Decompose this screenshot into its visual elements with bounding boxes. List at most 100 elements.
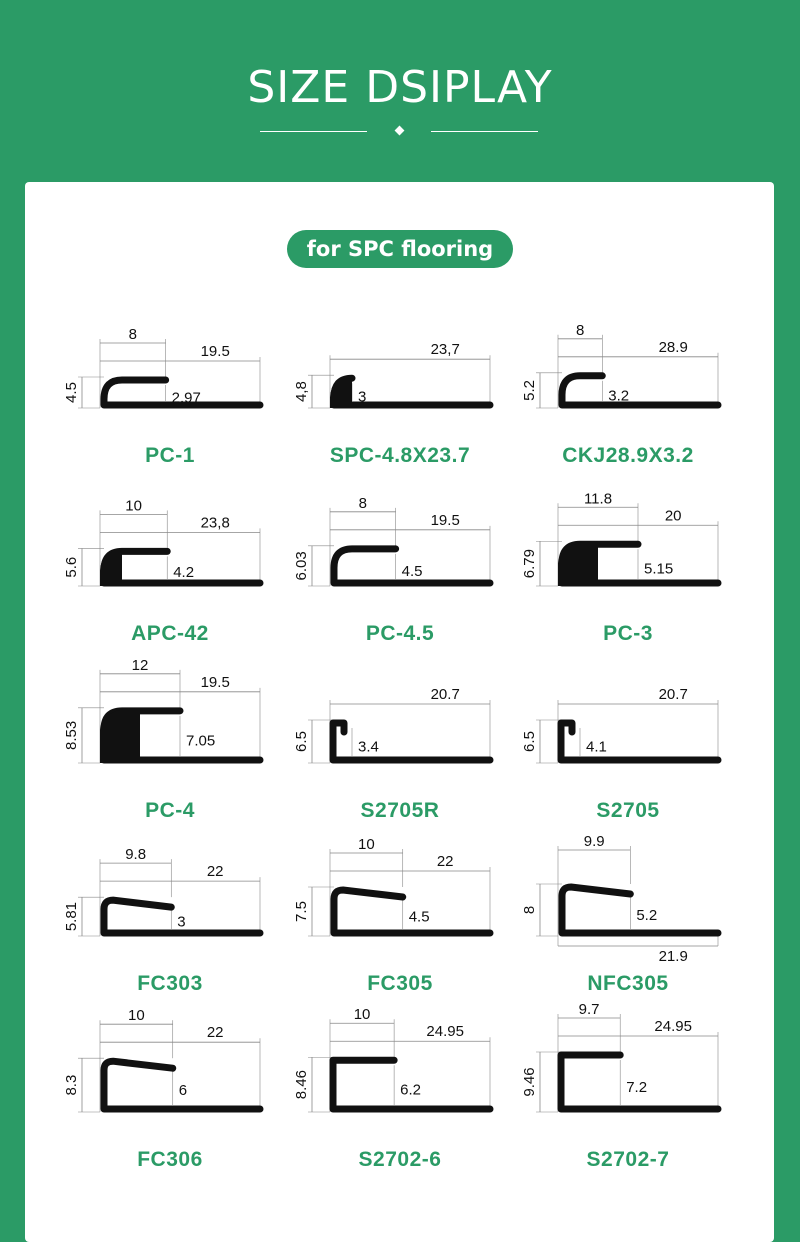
product-name: S2705	[596, 799, 660, 822]
inner-dimension-label: 3.4	[358, 739, 379, 756]
profile-shape	[329, 719, 494, 764]
width-dimension-label: 21.9	[659, 948, 688, 965]
width-dimension-label: 20.7	[431, 686, 460, 703]
profile-drawing: 5.2 28.9 8 3.2	[521, 322, 722, 409]
product-s2702-7: 9.46 24.95 9.7 7.2 S2702-7	[513, 1000, 743, 1175]
product-pc-1: 4.5 19.5 8 2.97 PC-1	[55, 296, 285, 471]
product-name: CKJ28.9X3.2	[562, 444, 694, 467]
profile-shape	[557, 719, 722, 764]
diamond-ornament	[394, 125, 405, 136]
height-dimension-label: 8	[521, 906, 538, 914]
profile-drawing: 4,8 23,7 3	[293, 341, 494, 409]
profile-solid-fill	[558, 541, 598, 586]
category-badge: for SPC flooring	[287, 230, 513, 268]
profile-shape	[558, 372, 722, 409]
profile-drawing: 6.5 20.7 4.1	[521, 686, 722, 764]
product-name: SPC-4.8X23.7	[329, 444, 471, 467]
width-dimension-label: 20.7	[659, 686, 688, 703]
width-dimension-label: 22	[207, 1024, 224, 1041]
lip-dimension-label: 10	[128, 1007, 145, 1024]
product-name: NFC305	[587, 972, 669, 995]
height-dimension-label: 8.3	[63, 1075, 80, 1096]
product-name: PC-3	[603, 622, 653, 645]
inner-dimension-label: 7.2	[626, 1079, 647, 1096]
profile-shape	[100, 376, 264, 409]
inner-dimension-label: 3	[177, 914, 185, 931]
profile-solid-fill	[100, 707, 140, 763]
inner-dimension-label: 6.2	[400, 1082, 421, 1099]
lip-dimension-label: 10	[125, 497, 142, 514]
lip-dimension-label: 10	[358, 836, 375, 853]
product-pc-4.5: 6.03 19.5 8 4.5 PC-4.5	[285, 474, 515, 649]
product-name: PC-4	[145, 799, 195, 822]
lip-dimension-label: 8	[576, 322, 584, 339]
profile-shape	[100, 896, 264, 937]
inner-dimension-label: 7.05	[186, 732, 215, 749]
product-spc-4.8x23.7: 4,8 23,7 3 SPC-4.8X23.7	[285, 296, 515, 471]
product-name: PC-4.5	[365, 622, 435, 645]
product-s2702-6: 8.46 24.95 10 6.2 S2702-6	[285, 1000, 515, 1175]
inner-dimension-label: 4.2	[173, 564, 194, 581]
product-fc306: 8.3 22 10 6 FC306	[55, 1000, 285, 1175]
product-name: S2702-6	[358, 1148, 442, 1171]
height-dimension-label: 6.5	[521, 731, 538, 752]
inner-dimension-label: 2.97	[172, 390, 201, 407]
inner-dimension-label: 4.5	[402, 563, 423, 580]
profile-shape	[330, 545, 494, 587]
height-dimension-label: 4,8	[293, 381, 310, 402]
height-dimension-label: 5.81	[63, 902, 80, 931]
lip-dimension-label: 12	[132, 657, 149, 674]
height-dimension-label: 6.79	[521, 549, 538, 578]
product-pc-3: 6.79 20 11.8 5.15 PC-3	[513, 474, 743, 649]
profile-drawing: 6.5 20.7 3.4	[293, 686, 494, 764]
page-title: SIZE DSIPLAY	[247, 62, 553, 113]
width-dimension-label: 22	[437, 853, 454, 870]
inner-dimension-label: 6	[179, 1082, 187, 1099]
width-dimension-label: 24.95	[426, 1023, 464, 1040]
product-ckj28.9x3.2: 5.2 28.9 8 3.2 CKJ28.9X3.2	[513, 296, 743, 471]
width-dimension-label: 23,7	[431, 341, 460, 358]
lip-dimension-label: 8	[129, 326, 137, 343]
profile-drawing: 7.5 22 10 4.5	[293, 836, 494, 937]
product-apc-42: 5.6 23,8 10 4.2 APC-42	[55, 474, 285, 649]
product-name: FC303	[137, 972, 203, 995]
width-dimension-label: 23,8	[201, 514, 230, 531]
profile-drawing: 6.79 20 11.8 5.15	[521, 490, 722, 587]
profile-drawing: 5.81 22 9.8 3	[63, 846, 264, 937]
inner-dimension-label: 4.1	[586, 739, 607, 756]
width-dimension-label: 19.5	[431, 512, 460, 529]
profile-shape	[100, 1057, 264, 1113]
lip-dimension-label: 10	[354, 1006, 371, 1023]
lip-dimension-label: 8	[359, 495, 367, 512]
height-dimension-label: 6.5	[293, 731, 310, 752]
width-dimension-label: 19.5	[201, 674, 230, 691]
product-name: S2705R	[360, 799, 440, 822]
product-name: FC306	[137, 1148, 203, 1171]
height-dimension-label: 7.5	[293, 901, 310, 922]
width-dimension-label: 20	[665, 507, 682, 524]
inner-dimension-label: 5.2	[636, 907, 657, 924]
product-fc305: 7.5 22 10 4.5 FC305	[285, 824, 515, 999]
profile-drawing: 6.03 19.5 8 4.5	[293, 495, 494, 587]
width-dimension-label: 22	[207, 863, 224, 880]
product-name: APC-42	[131, 622, 209, 645]
height-dimension-label: 8.46	[293, 1070, 310, 1099]
profile-shape	[557, 1051, 722, 1113]
product-fc303: 5.81 22 9.8 3 FC303	[55, 824, 285, 999]
profile-shape	[330, 886, 494, 937]
lip-dimension-label: 9.9	[584, 833, 605, 850]
profile-drawing: 8.46 24.95 10 6.2	[293, 1006, 494, 1113]
profile-drawing: 4.5 19.5 8 2.97	[63, 326, 264, 409]
profile-solid-fill	[330, 375, 352, 408]
height-dimension-label: 6.03	[293, 551, 310, 580]
height-dimension-label: 5.2	[521, 380, 538, 401]
product-name: FC305	[367, 972, 433, 995]
product-s2705: 6.5 20.7 4.1 S2705	[513, 651, 743, 826]
product-name: PC-1	[145, 444, 195, 467]
height-dimension-label: 8.53	[63, 721, 80, 750]
lip-dimension-label: 11.8	[584, 490, 612, 507]
width-dimension-label: 28.9	[659, 339, 688, 356]
lip-dimension-label: 9.8	[125, 846, 146, 863]
height-dimension-label: 4.5	[63, 382, 80, 403]
divider-left	[260, 131, 367, 132]
